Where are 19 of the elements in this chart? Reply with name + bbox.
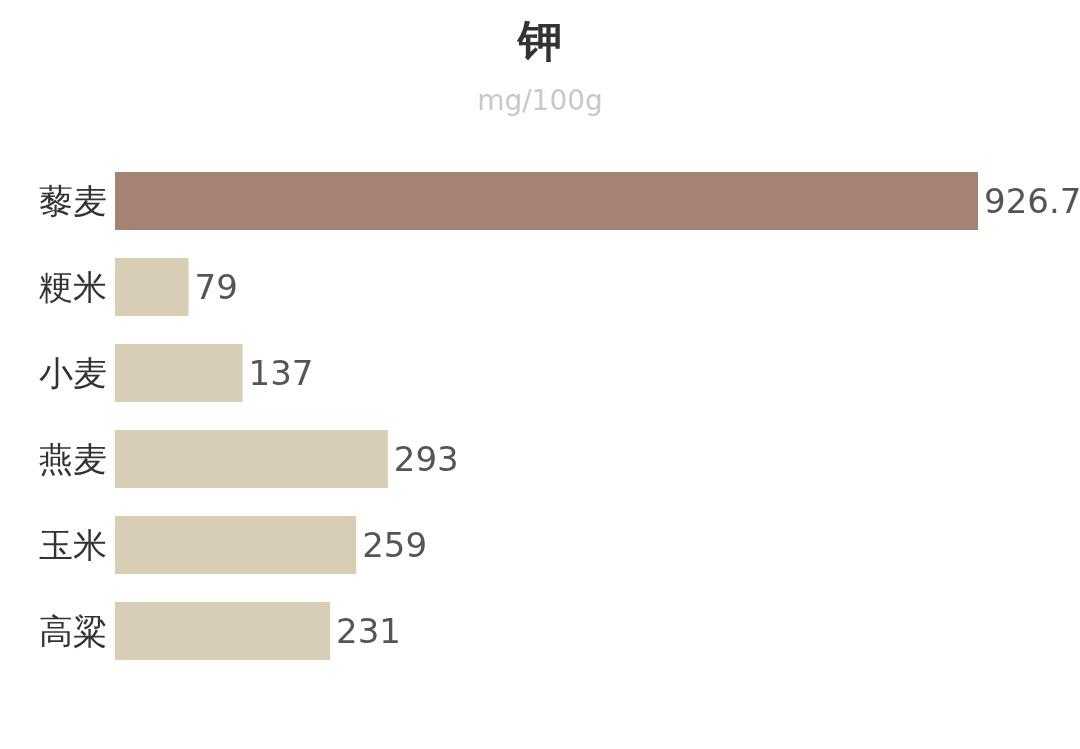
y-tick-label: 小麦 — [39, 353, 107, 394]
bar — [115, 258, 189, 316]
data-label: 293 — [393, 439, 459, 480]
bar — [115, 602, 331, 660]
data-label: 231 — [336, 611, 402, 652]
y-tick-label: 粳米 — [39, 267, 107, 308]
chart-title: 钾 — [516, 14, 563, 68]
data-label: 79 — [194, 267, 238, 308]
y-tick-label: 燕麦 — [39, 439, 107, 480]
bar — [115, 172, 978, 230]
data-label: 259 — [362, 525, 428, 566]
bar — [115, 430, 388, 488]
y-tick-label: 藜麦 — [39, 181, 107, 222]
y-tick-label: 玉米 — [39, 525, 107, 566]
data-label: 926.7 — [984, 181, 1080, 222]
bar — [115, 516, 357, 574]
data-label: 137 — [248, 353, 314, 394]
bar — [115, 344, 243, 402]
y-tick-label: 高粱 — [39, 611, 107, 652]
